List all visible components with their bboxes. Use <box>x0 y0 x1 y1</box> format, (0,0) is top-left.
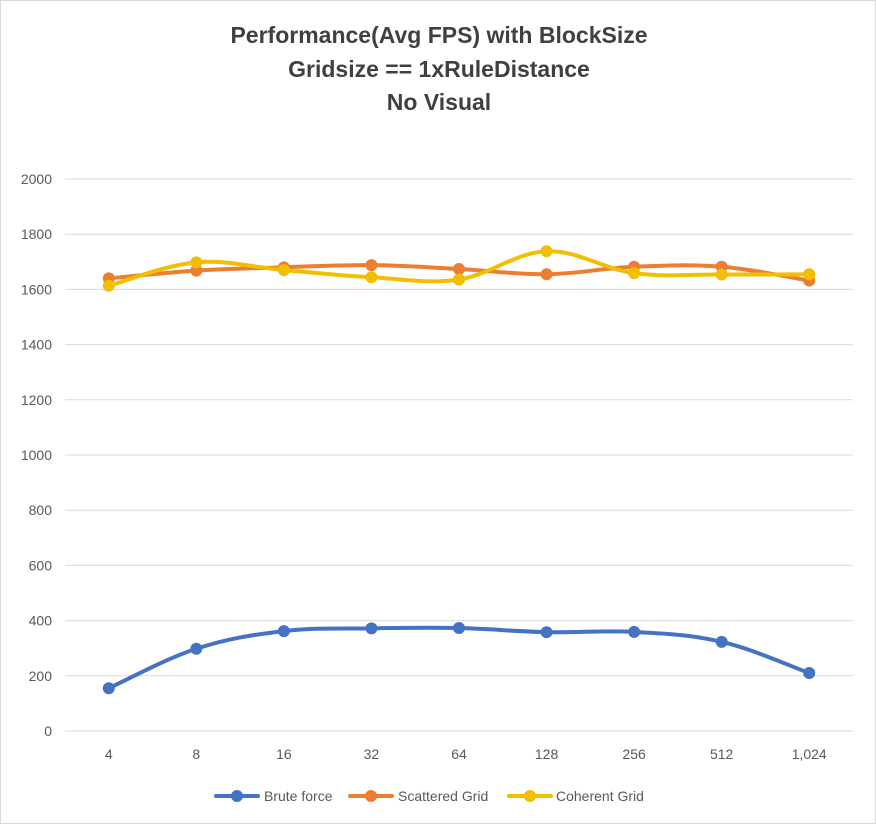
x-tick-label: 8 <box>192 746 200 762</box>
x-tick-label: 16 <box>276 746 292 762</box>
x-axis-tick-labels: 4 8 16 32 64 128 256 512 1,024 <box>105 746 827 762</box>
y-tick-label: 0 <box>44 723 52 739</box>
data-point <box>715 635 728 648</box>
data-point <box>365 259 378 272</box>
y-tick-label: 800 <box>29 502 53 518</box>
legend-label: Scattered Grid <box>398 788 488 804</box>
data-point <box>803 268 816 281</box>
data-point <box>628 267 641 280</box>
y-tick-label: 200 <box>29 668 53 684</box>
legend-swatch-marker <box>365 790 377 802</box>
y-tick-label: 1200 <box>21 392 52 408</box>
data-point <box>190 264 203 277</box>
y-tick-label: 600 <box>29 557 53 573</box>
legend-item: Coherent Grid <box>507 788 644 804</box>
data-point <box>628 625 641 638</box>
x-tick-label: 32 <box>364 746 380 762</box>
series-coherent-grid <box>102 245 816 292</box>
series-layer <box>102 245 816 695</box>
legend-swatch-marker <box>524 790 536 802</box>
y-axis-tick-labels: 0 200 400 600 800 1000 1200 1400 1600 1800 2000 <box>21 171 52 739</box>
y-tick-label: 1000 <box>21 447 52 463</box>
data-point <box>540 626 553 639</box>
y-tick-label: 2000 <box>21 171 52 187</box>
data-point <box>365 271 378 284</box>
x-tick-label: 4 <box>105 746 113 762</box>
x-tick-label: 1,024 <box>792 746 827 762</box>
y-tick-label: 1400 <box>21 337 52 353</box>
data-point <box>540 268 553 281</box>
x-tick-label: 64 <box>451 746 467 762</box>
series-line <box>106 625 812 691</box>
legend-label: Coherent Grid <box>556 788 644 804</box>
data-point <box>102 682 115 695</box>
data-point <box>277 264 290 277</box>
legend-label: Brute force <box>264 788 333 804</box>
chart-title-line-2: Gridsize == 1xRuleDistance <box>288 56 590 82</box>
data-point <box>365 622 378 635</box>
data-point <box>453 273 465 286</box>
data-point <box>540 245 553 258</box>
y-tick-label: 1600 <box>21 281 52 297</box>
legend-item: Scattered Grid <box>348 788 488 804</box>
legend-swatch-marker <box>231 790 243 802</box>
data-point <box>190 256 203 269</box>
x-tick-label: 128 <box>535 746 559 762</box>
chart-title-line-1: Performance(Avg FPS) with BlockSize <box>230 22 647 48</box>
gridlines <box>65 178 853 732</box>
data-point <box>277 625 290 638</box>
series-brute-force <box>102 622 816 695</box>
data-point <box>453 262 465 275</box>
data-point <box>190 642 203 655</box>
data-point <box>453 622 465 635</box>
x-tick-label: 256 <box>622 746 646 762</box>
y-tick-label: 1800 <box>21 226 52 242</box>
data-point <box>102 279 115 292</box>
y-tick-label: 400 <box>29 613 53 629</box>
x-tick-label: 512 <box>710 746 734 762</box>
chart-title-line-3: No Visual <box>387 89 491 115</box>
data-point <box>803 667 816 680</box>
data-point <box>715 268 728 281</box>
legend: Brute force Scattered Grid Coherent Grid <box>214 788 644 804</box>
legend-item: Brute force <box>214 788 333 804</box>
chart-title: Performance(Avg FPS) with BlockSize Grid… <box>230 22 647 115</box>
